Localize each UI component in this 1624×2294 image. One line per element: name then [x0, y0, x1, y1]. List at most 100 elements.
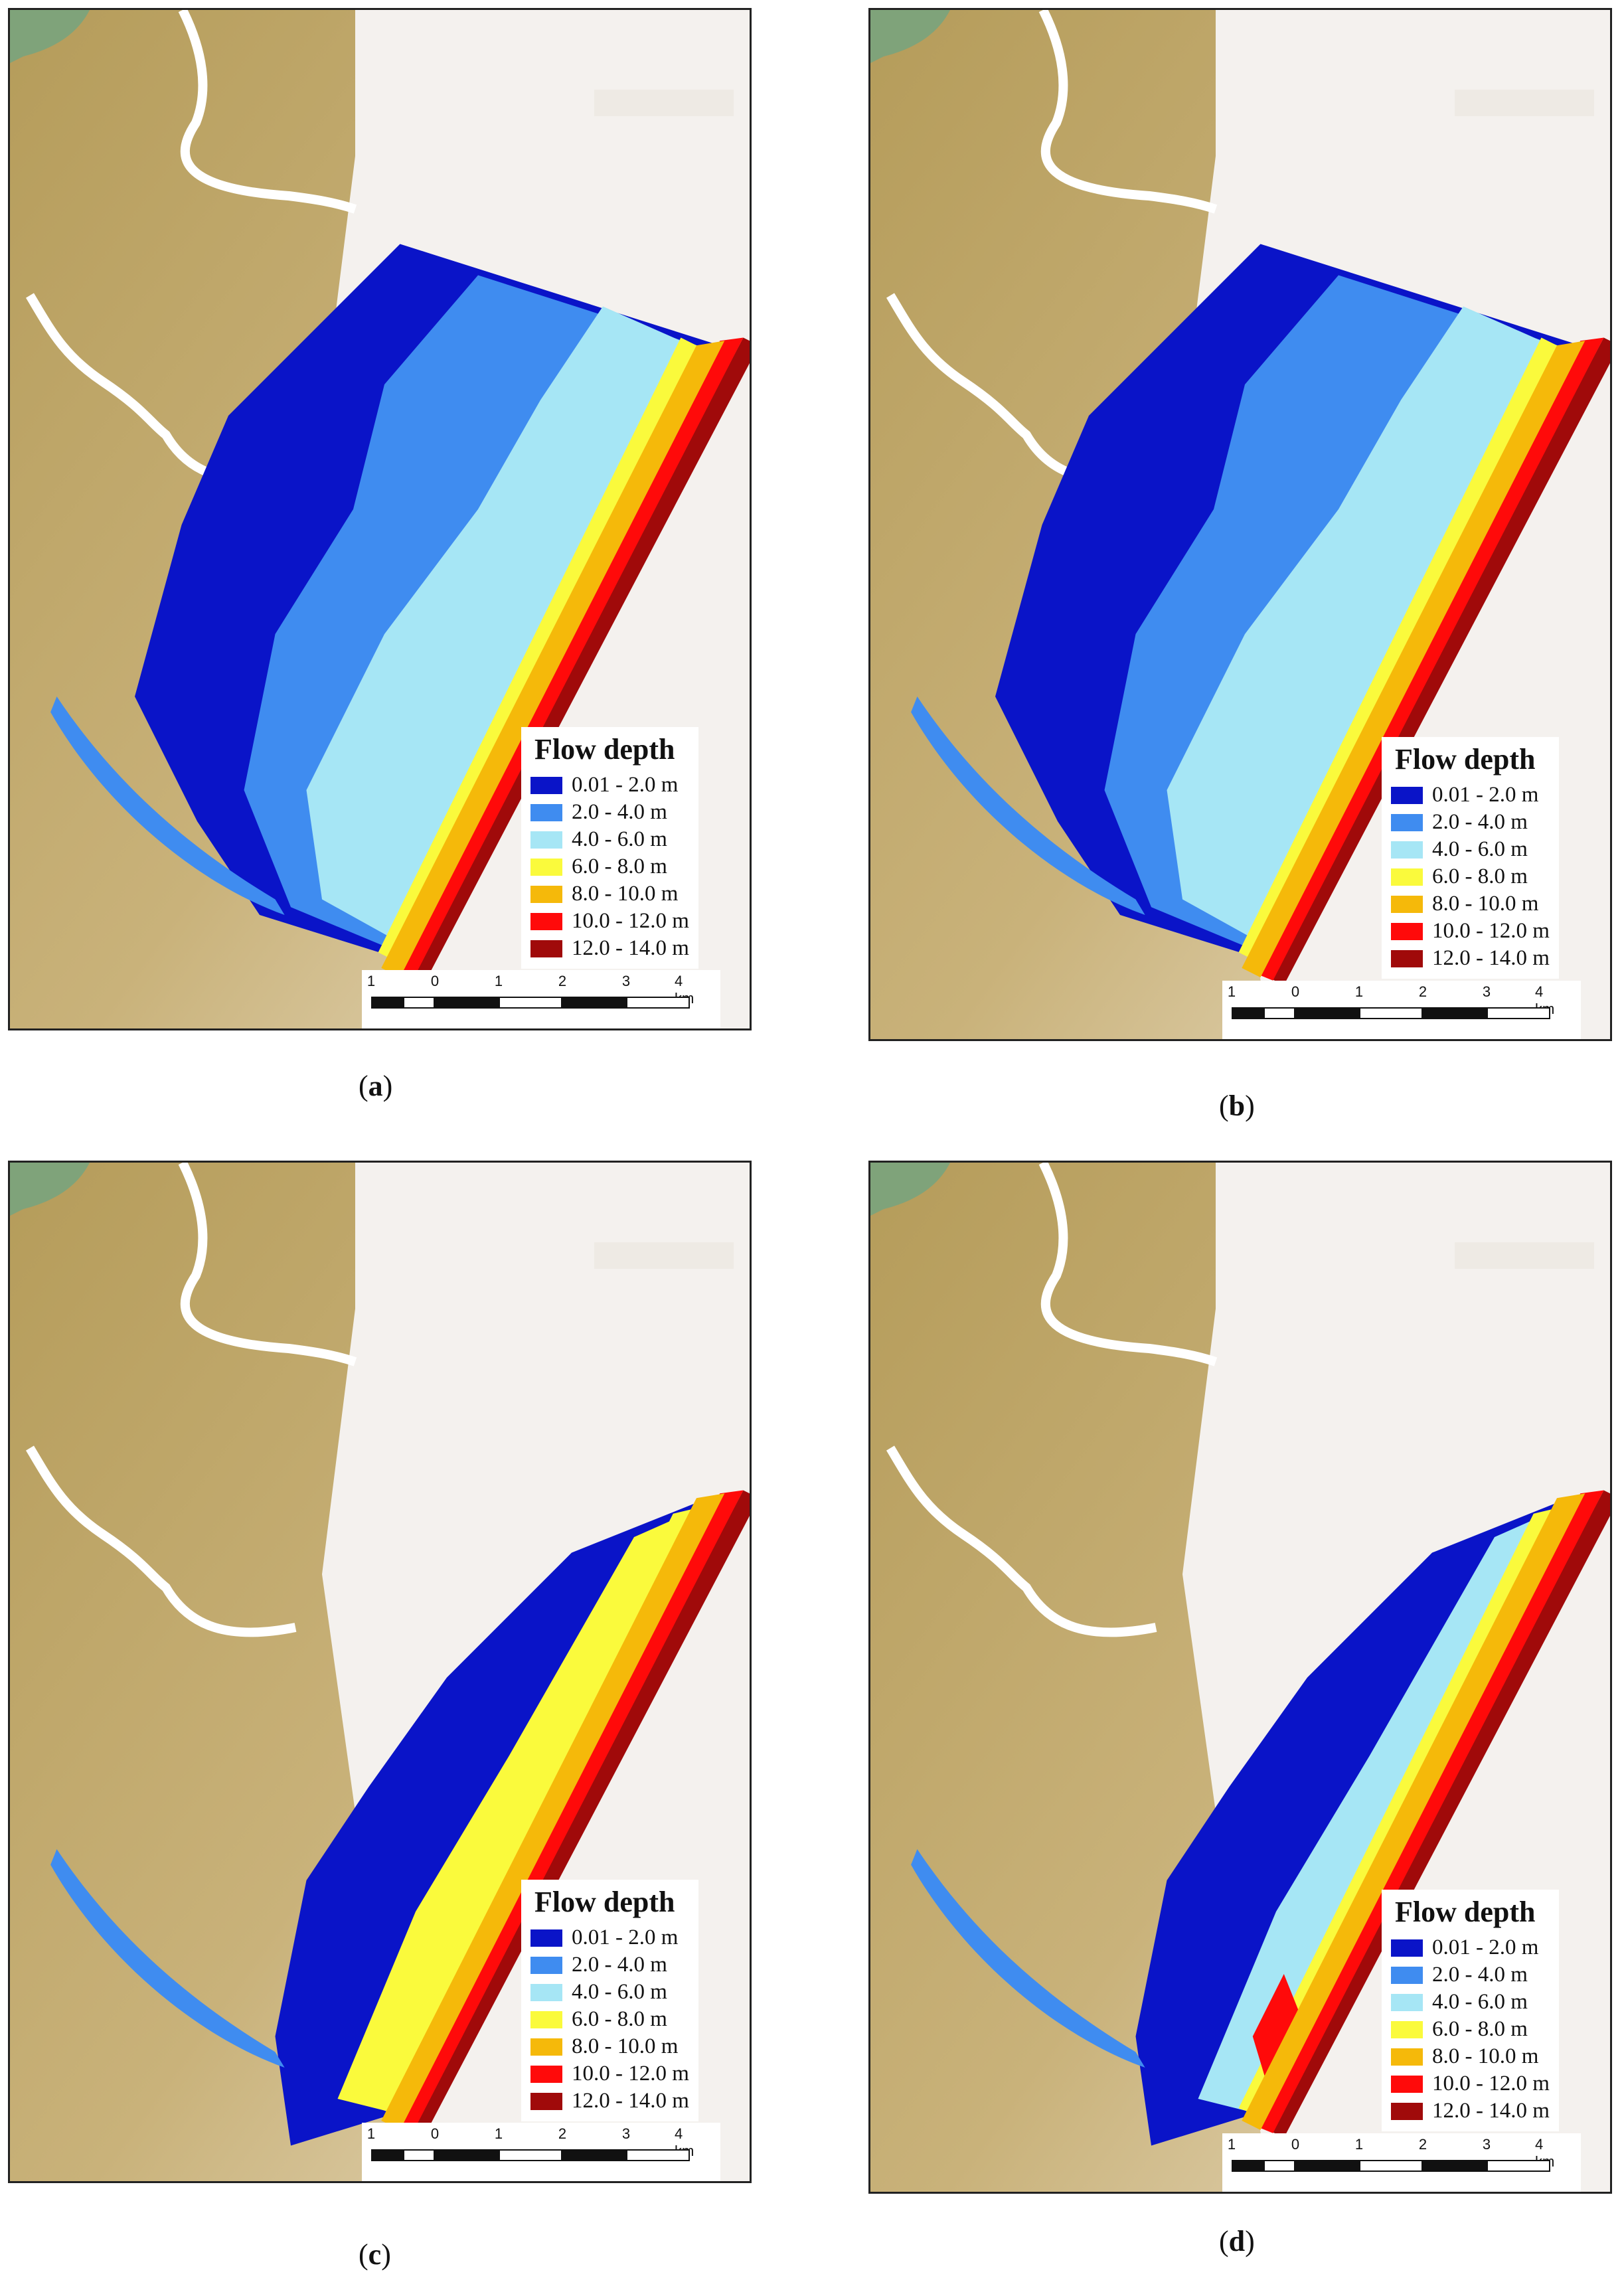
legend-label: 4.0 - 6.0 m	[572, 827, 667, 851]
legend-swatch	[530, 858, 562, 876]
legend-swatch	[1391, 1939, 1423, 1957]
map-panel-b: Flow depth 0.01 - 2.0 m 2.0 - 4.0 m 4.0 - …	[868, 8, 1612, 1041]
inundation-zone	[381, 1493, 725, 2130]
legend-swatch	[1391, 868, 1423, 886]
legend-item: 8.0 - 10.0 m	[1391, 890, 1550, 918]
legend-item: 6.0 - 8.0 m	[1391, 863, 1550, 890]
scale-tick-label: 2	[1418, 983, 1427, 1000]
river-inundation	[911, 1849, 1145, 2068]
caption-c: (c)	[359, 2238, 391, 2271]
legend-label: 2.0 - 4.0 m	[572, 800, 667, 824]
scale-tick-label: 3	[621, 2125, 631, 2142]
inundation-layer	[911, 1490, 1610, 2146]
scale-segment	[1232, 1007, 1263, 1019]
legend-label: 4.0 - 6.0 m	[572, 1980, 667, 2004]
scale-segment	[371, 2149, 403, 2161]
scale-tick-label: 2	[558, 2125, 567, 2142]
inundation-zone	[1242, 341, 1585, 977]
legend-swatch	[1391, 1966, 1423, 1984]
river-inundation	[911, 696, 1145, 915]
legend-item: 4.0 - 6.0 m	[530, 826, 689, 853]
harbour	[594, 1242, 734, 1269]
legend-swatch	[1391, 2020, 1423, 2038]
legend-label: 2.0 - 4.0 m	[1432, 810, 1528, 834]
scale-tick-label: 0	[430, 2125, 440, 2142]
legend-item: 2.0 - 4.0 m	[530, 1951, 689, 1979]
scale-segment	[371, 997, 403, 1009]
inundation-zone	[396, 1490, 744, 2133]
map-panel-c: Flow depth 0.01 - 2.0 m 2.0 - 4.0 m 4.0 - …	[8, 1161, 752, 2183]
legend-label: 6.0 - 8.0 m	[572, 2007, 667, 2031]
scale-tick-label: 1	[494, 973, 503, 989]
legend-item: 12.0 - 14.0 m	[530, 935, 689, 962]
legend-swatch	[1391, 2075, 1423, 2093]
river	[178, 1163, 357, 1366]
legend-swatch	[1391, 922, 1423, 940]
river	[178, 10, 357, 214]
legend-title: Flow depth	[534, 1886, 675, 1918]
legend-title: Flow depth	[1395, 1896, 1536, 1928]
scale-segment	[435, 2149, 499, 2161]
legend-item: 8.0 - 10.0 m	[530, 880, 689, 908]
legend-title: Flow depth	[534, 733, 675, 766]
legend: Flow depth 0.01 - 2.0 m 2.0 - 4.0 m 4.0 - …	[521, 727, 698, 969]
legend: Flow depth 0.01 - 2.0 m 2.0 - 4.0 m 4.0 - …	[1382, 1890, 1559, 2131]
scale-tick-label: 1	[1227, 983, 1236, 1000]
inundation-zone	[1257, 1490, 1604, 2133]
inundation-zone	[381, 341, 725, 977]
legend-label: 0.01 - 2.0 m	[572, 773, 679, 797]
legend-item: 6.0 - 8.0 m	[530, 2006, 689, 2033]
legend-item: 2.0 - 4.0 m	[1391, 1961, 1550, 1989]
scale-tick-label: 3	[621, 973, 631, 989]
legend-item: 2.0 - 4.0 m	[530, 799, 689, 826]
lagoon	[870, 10, 950, 63]
scale-tick-label: 0	[1291, 983, 1300, 1000]
legend-label: 10.0 - 12.0 m	[572, 2062, 689, 2086]
inundation-zone	[1167, 306, 1570, 939]
legend-label: 8.0 - 10.0 m	[1432, 892, 1539, 916]
scale-tick-label: 1	[1354, 2136, 1364, 2153]
caption-d: (d)	[1219, 2225, 1255, 2257]
legend-swatch	[1391, 1993, 1423, 2011]
legend-label: 6.0 - 8.0 m	[1432, 864, 1528, 888]
scale-segment	[562, 997, 626, 1009]
legend-swatch	[1391, 2048, 1423, 2066]
scale-segment	[1359, 1007, 1423, 1019]
legend-swatch	[530, 2065, 562, 2083]
legend-title: Flow depth	[1395, 743, 1536, 776]
legend-item: 10.0 - 12.0 m	[1391, 918, 1550, 945]
legend-item: 2.0 - 4.0 m	[1391, 809, 1550, 836]
legend-label: 0.01 - 2.0 m	[1432, 1935, 1539, 1959]
legend-label: 10.0 - 12.0 m	[1432, 919, 1550, 943]
legend-label: 4.0 - 6.0 m	[1432, 1990, 1528, 2014]
legend-item: 4.0 - 6.0 m	[1391, 836, 1550, 863]
inundation-zone	[396, 337, 744, 981]
legend-label: 12.0 - 14.0 m	[1432, 2099, 1550, 2123]
scale-tick-label: 1	[1227, 2136, 1236, 2153]
map-panel-a: Flow depth 0.01 - 2.0 m 2.0 - 4.0 m 4.0 - …	[8, 8, 752, 1030]
legend-label: 10.0 - 12.0 m	[1432, 2072, 1550, 2095]
legend-label: 6.0 - 8.0 m	[1432, 2017, 1528, 2041]
scale-segment	[626, 2149, 690, 2161]
scale-tick-label: 3	[1482, 983, 1491, 1000]
scale-segment	[403, 997, 435, 1009]
legend-swatch	[530, 831, 562, 849]
scale-tick-label: 0	[430, 973, 440, 989]
legend-swatch	[530, 2092, 562, 2110]
scale-segment	[1359, 2160, 1423, 2172]
scale-tick-label: 3	[1482, 2136, 1491, 2153]
scale-tick-label: 0	[1291, 2136, 1300, 2153]
scale-segment	[1263, 2160, 1295, 2172]
scale-segment	[1487, 1007, 1550, 1019]
map-panel-d: Flow depth 0.01 - 2.0 m 2.0 - 4.0 m 4.0 - …	[868, 1161, 1612, 2194]
legend-item: 6.0 - 8.0 m	[1391, 2016, 1550, 2043]
legend-swatch	[530, 2038, 562, 2056]
scale-tick-label: 1	[366, 973, 376, 989]
legend-swatch	[1391, 813, 1423, 831]
scale-segment	[1295, 1007, 1359, 1019]
legend-label: 8.0 - 10.0 m	[572, 882, 679, 906]
legend-label: 2.0 - 4.0 m	[572, 1953, 667, 1977]
